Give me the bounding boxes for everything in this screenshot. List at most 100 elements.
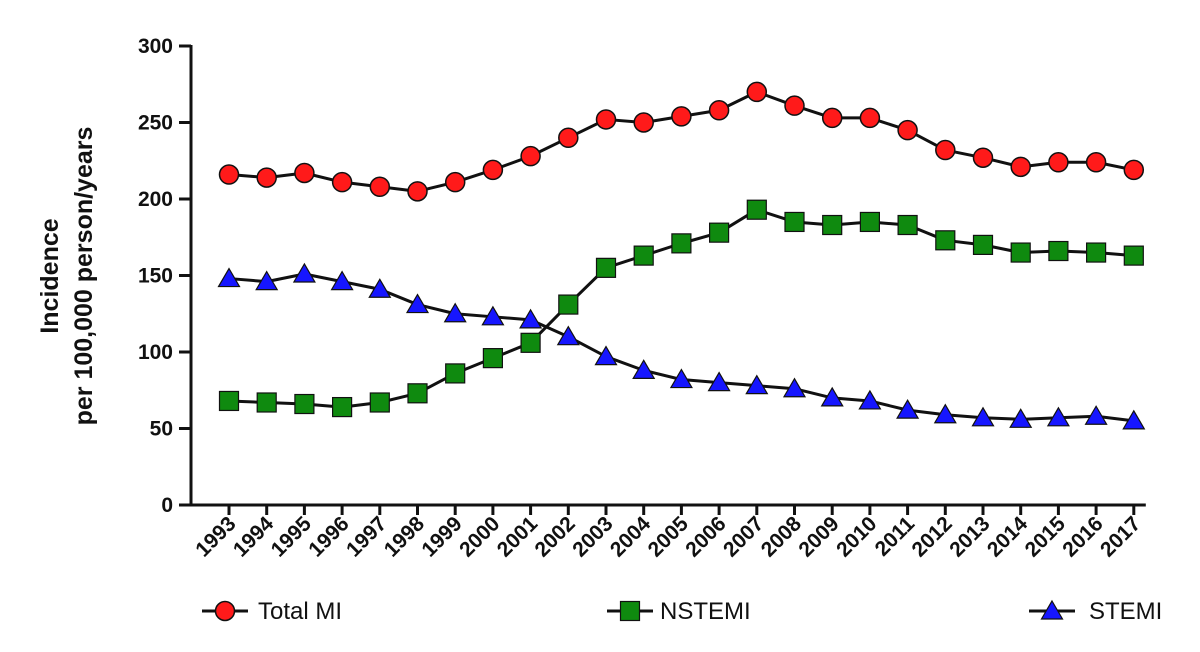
data-point xyxy=(558,294,579,315)
data-point xyxy=(633,245,654,266)
x-tick-label: 2000 xyxy=(455,512,504,561)
data-point xyxy=(405,293,430,314)
data-point xyxy=(407,383,428,404)
data-point xyxy=(782,377,807,398)
data-point xyxy=(1010,156,1031,178)
data-point xyxy=(256,167,277,188)
data-point xyxy=(1046,406,1070,427)
y-axis-label-line1: Incidence xyxy=(36,218,64,333)
x-tick-label: 2014 xyxy=(983,512,1033,562)
x-tick-label: 2008 xyxy=(757,512,807,562)
y-tick-label: 300 xyxy=(138,35,173,58)
data-point xyxy=(935,139,956,161)
x-tick-label: 2002 xyxy=(531,512,580,561)
data-point xyxy=(671,106,692,127)
x-tick-label: 2007 xyxy=(719,512,768,561)
data-point xyxy=(707,371,731,392)
data-point xyxy=(897,119,918,141)
data-point xyxy=(520,145,541,167)
y-tick-label: 50 xyxy=(150,418,173,441)
data-point xyxy=(595,257,617,278)
legend-marker xyxy=(619,600,641,622)
data-point xyxy=(746,81,768,103)
data-point xyxy=(481,305,505,326)
data-point xyxy=(1123,245,1144,266)
data-point xyxy=(1009,408,1033,428)
data-point xyxy=(1084,405,1108,425)
series-nstemi xyxy=(218,199,1144,418)
x-tick-label: 2010 xyxy=(832,512,881,561)
data-point xyxy=(443,302,467,323)
legend: Total MI NSTEMI STEMI xyxy=(202,598,1162,625)
data-point xyxy=(822,214,843,236)
data-point xyxy=(820,386,844,407)
data-point xyxy=(708,100,730,121)
x-tick-label: 2013 xyxy=(945,512,994,561)
data-point xyxy=(482,348,503,369)
data-point xyxy=(445,363,466,384)
x-tick-label: 2015 xyxy=(1021,512,1071,562)
data-point xyxy=(369,392,390,413)
x-tick-label: 2009 xyxy=(794,512,843,561)
data-point xyxy=(482,159,504,181)
series-line xyxy=(228,272,1134,423)
data-point xyxy=(972,234,994,255)
data-point xyxy=(294,162,315,184)
legend-marker xyxy=(214,600,236,622)
data-point xyxy=(1048,152,1069,173)
data-point xyxy=(859,211,881,233)
data-point xyxy=(933,403,957,424)
y-axis-label-line2: per 100,000 person/years xyxy=(70,127,98,426)
x-tick-label: 1997 xyxy=(342,512,391,561)
legend-marker xyxy=(1040,599,1064,620)
data-point xyxy=(858,389,882,410)
data-point xyxy=(1010,242,1031,263)
data-point xyxy=(1048,240,1069,262)
data-point xyxy=(746,199,767,220)
data-point xyxy=(256,392,277,413)
x-tick-label: 1994 xyxy=(229,512,279,562)
data-point xyxy=(558,127,579,149)
data-point xyxy=(971,406,995,427)
data-point xyxy=(407,181,428,202)
data-point xyxy=(331,171,353,193)
data-point xyxy=(784,95,805,116)
data-point xyxy=(745,374,769,395)
data-point xyxy=(1122,409,1146,430)
legend-item-total-mi: Total MI xyxy=(202,598,342,625)
x-tick-label: 2004 xyxy=(606,512,656,562)
data-point xyxy=(368,278,392,298)
data-point xyxy=(218,164,240,185)
data-point xyxy=(669,368,693,389)
x-tick-label: 1999 xyxy=(417,512,466,561)
x-tick-label: 2006 xyxy=(681,512,730,561)
data-point xyxy=(671,233,692,254)
data-point xyxy=(332,396,353,418)
legend-label: Total MI xyxy=(258,598,342,625)
x-tick-label: 1993 xyxy=(191,512,240,561)
x-tick-label: 2012 xyxy=(908,512,957,561)
x-tick-label: 2001 xyxy=(493,512,543,562)
y-tick-label: 250 xyxy=(138,112,173,135)
data-point xyxy=(935,230,956,251)
data-point xyxy=(292,262,316,283)
data-point xyxy=(444,171,466,193)
series-layer xyxy=(217,81,1146,430)
data-point xyxy=(556,325,580,346)
data-point xyxy=(255,270,279,291)
x-tick-label: 1995 xyxy=(267,512,317,562)
data-point xyxy=(859,107,881,129)
series-stemi xyxy=(217,262,1146,430)
data-point xyxy=(708,222,730,243)
data-point xyxy=(896,398,920,419)
y-tick-label: 200 xyxy=(138,188,173,211)
x-tick-label: 2017 xyxy=(1096,512,1145,561)
y-tick-label: 150 xyxy=(138,265,173,288)
data-point xyxy=(520,332,541,353)
data-point xyxy=(633,112,654,133)
x-tick-label: 2016 xyxy=(1058,512,1107,561)
y-tick-label: 100 xyxy=(138,341,173,364)
data-point xyxy=(217,267,241,288)
data-point xyxy=(1085,242,1107,263)
